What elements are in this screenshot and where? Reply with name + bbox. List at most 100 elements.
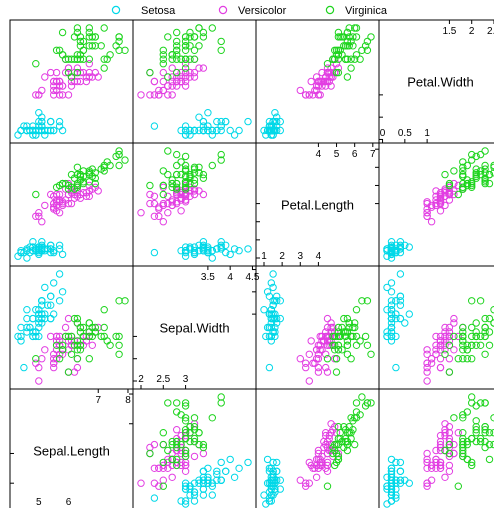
point-setosa bbox=[199, 467, 208, 475]
point-versicolor bbox=[177, 77, 185, 86]
point-setosa bbox=[392, 332, 400, 341]
point-versicolor bbox=[322, 73, 330, 81]
point-setosa bbox=[35, 126, 43, 135]
point-setosa bbox=[269, 270, 277, 278]
point-versicolor bbox=[190, 73, 199, 81]
point-virginica bbox=[190, 169, 199, 177]
point-versicolor bbox=[445, 467, 454, 475]
point-versicolor bbox=[436, 346, 445, 354]
point-virginica bbox=[347, 355, 355, 363]
point-virginica bbox=[173, 161, 181, 170]
point-setosa bbox=[50, 279, 58, 287]
point-setosa bbox=[195, 247, 203, 255]
point-virginica bbox=[173, 28, 181, 37]
point-versicolor bbox=[441, 429, 449, 437]
point-virginica bbox=[64, 368, 73, 376]
point-versicolor bbox=[329, 73, 337, 81]
point-versicolor bbox=[50, 363, 58, 372]
point-setosa bbox=[269, 314, 277, 323]
point-virginica bbox=[58, 179, 67, 188]
point-setosa bbox=[387, 332, 396, 341]
point-versicolor bbox=[454, 332, 462, 341]
point-virginica bbox=[334, 28, 343, 37]
point-virginica bbox=[106, 341, 114, 349]
point-virginica bbox=[351, 55, 359, 63]
point-versicolor bbox=[427, 464, 436, 472]
point-setosa bbox=[208, 254, 217, 262]
point-versicolor bbox=[181, 189, 190, 197]
point-versicolor bbox=[305, 91, 313, 99]
point-virginica bbox=[481, 328, 489, 336]
point-setosa bbox=[23, 306, 31, 314]
point-virginica bbox=[195, 163, 203, 172]
point-versicolor bbox=[302, 363, 310, 372]
point-virginica bbox=[181, 172, 190, 181]
point-virginica bbox=[70, 314, 79, 323]
point-virginica bbox=[181, 185, 190, 193]
point-virginica bbox=[361, 332, 370, 341]
point-setosa bbox=[204, 126, 212, 135]
point-virginica bbox=[334, 341, 343, 349]
point-versicolor bbox=[450, 179, 458, 188]
point-setosa bbox=[387, 247, 396, 255]
legend-marker-versicolor bbox=[218, 5, 228, 15]
point-versicolor bbox=[445, 429, 454, 437]
point-setosa bbox=[35, 109, 43, 117]
point-setosa bbox=[244, 458, 252, 467]
point-setosa bbox=[190, 247, 199, 255]
point-virginica bbox=[472, 319, 480, 327]
point-virginica bbox=[52, 46, 61, 54]
point-setosa bbox=[20, 363, 28, 372]
point-setosa bbox=[199, 245, 208, 253]
point-setosa bbox=[383, 247, 391, 255]
point-versicolor bbox=[445, 187, 454, 195]
point-virginica bbox=[472, 170, 480, 179]
point-setosa bbox=[276, 126, 284, 135]
point-virginica bbox=[468, 461, 476, 470]
point-versicolor bbox=[314, 363, 323, 372]
point-setosa bbox=[35, 243, 43, 251]
point-versicolor bbox=[436, 446, 445, 455]
point-versicolor bbox=[445, 196, 454, 204]
point-virginica bbox=[441, 350, 449, 358]
point-virginica bbox=[55, 355, 64, 363]
point-virginica bbox=[73, 68, 82, 77]
point-virginica bbox=[340, 42, 348, 50]
point-virginica bbox=[186, 174, 194, 182]
point-virginica bbox=[32, 190, 40, 199]
point-virginica bbox=[164, 147, 172, 155]
point-virginica bbox=[352, 408, 361, 416]
point-virginica bbox=[334, 68, 343, 77]
point-versicolor bbox=[450, 190, 458, 199]
point-virginica bbox=[332, 368, 341, 376]
point-versicolor bbox=[423, 346, 431, 354]
point-setosa bbox=[267, 323, 275, 332]
point-versicolor bbox=[55, 209, 64, 217]
point-virginica bbox=[58, 28, 67, 37]
point-virginica bbox=[85, 319, 94, 327]
point-setosa bbox=[230, 131, 239, 139]
point-setosa bbox=[387, 497, 396, 505]
point-versicolor bbox=[432, 332, 440, 341]
point-virginica bbox=[181, 402, 190, 410]
point-setosa bbox=[195, 126, 203, 135]
point-setosa bbox=[396, 238, 405, 246]
point-virginica bbox=[331, 46, 339, 54]
point-versicolor bbox=[150, 440, 159, 449]
point-virginica bbox=[186, 42, 194, 50]
point-versicolor bbox=[150, 192, 159, 201]
point-setosa bbox=[392, 310, 400, 318]
point-versicolor bbox=[423, 368, 431, 376]
point-setosa bbox=[267, 126, 275, 135]
point-virginica bbox=[190, 437, 199, 446]
point-versicolor bbox=[441, 201, 449, 210]
panel-sepal-length-vs-sepal-width bbox=[132, 388, 257, 508]
point-versicolor bbox=[314, 82, 323, 90]
point-setosa bbox=[23, 254, 31, 262]
point-virginica bbox=[100, 64, 108, 72]
point-setosa bbox=[265, 117, 274, 126]
point-versicolor bbox=[441, 346, 449, 354]
point-virginica bbox=[332, 51, 341, 59]
point-setosa bbox=[396, 301, 405, 309]
point-setosa bbox=[263, 455, 272, 464]
